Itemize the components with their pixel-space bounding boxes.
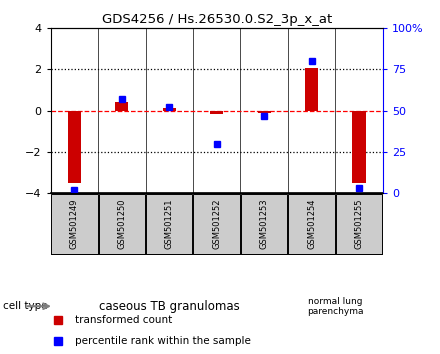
FancyBboxPatch shape	[51, 194, 98, 254]
Text: GSM501250: GSM501250	[117, 199, 126, 249]
Bar	[352, 111, 366, 183]
Text: GSM501251: GSM501251	[165, 199, 174, 249]
Title: GDS4256 / Hs.26530.0.S2_3p_x_at: GDS4256 / Hs.26530.0.S2_3p_x_at	[102, 13, 332, 26]
Text: normal lung
parenchyma: normal lung parenchyma	[307, 297, 363, 316]
Text: GSM501253: GSM501253	[260, 199, 269, 249]
FancyBboxPatch shape	[99, 194, 145, 254]
Text: cell type: cell type	[3, 301, 48, 311]
Text: GSM501254: GSM501254	[307, 199, 316, 249]
Bar	[115, 102, 128, 111]
Text: percentile rank within the sample: percentile rank within the sample	[75, 336, 251, 346]
Text: caseous TB granulomas: caseous TB granulomas	[99, 300, 240, 313]
Bar	[68, 111, 81, 183]
Text: GSM501249: GSM501249	[70, 199, 79, 249]
Bar	[305, 68, 318, 111]
FancyBboxPatch shape	[336, 194, 382, 254]
FancyBboxPatch shape	[241, 194, 287, 254]
Text: GSM501255: GSM501255	[355, 199, 363, 249]
FancyBboxPatch shape	[288, 194, 335, 254]
Bar	[257, 111, 271, 113]
FancyBboxPatch shape	[194, 194, 240, 254]
Bar	[163, 108, 176, 111]
Text: transformed count: transformed count	[75, 315, 172, 325]
Text: GSM501252: GSM501252	[212, 199, 221, 249]
Bar	[210, 111, 224, 114]
FancyBboxPatch shape	[146, 194, 192, 254]
